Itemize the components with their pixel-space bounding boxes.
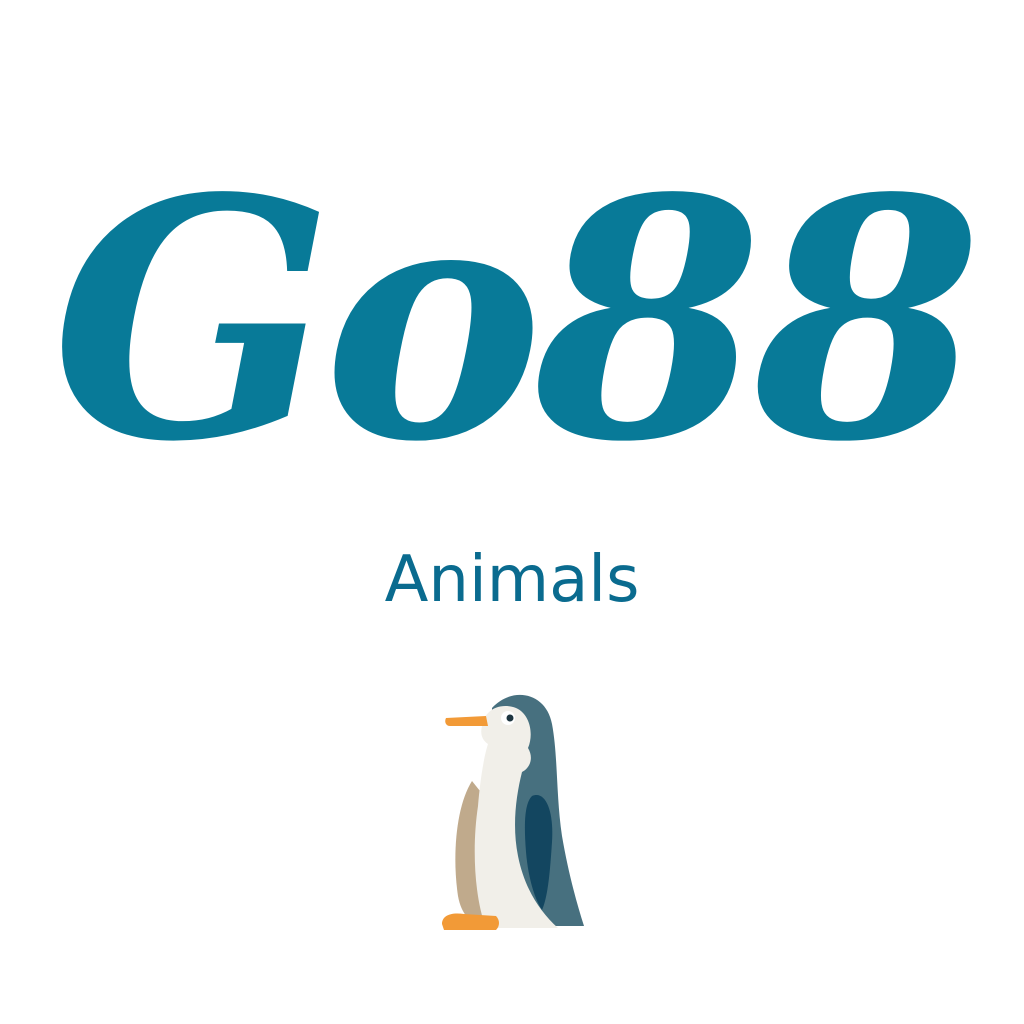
penguin-icon (442, 694, 584, 930)
brand-logo-text: Go88 (51, 126, 982, 514)
brand-logo: Go88 (40, 150, 984, 490)
category-label: Animals (384, 543, 640, 617)
